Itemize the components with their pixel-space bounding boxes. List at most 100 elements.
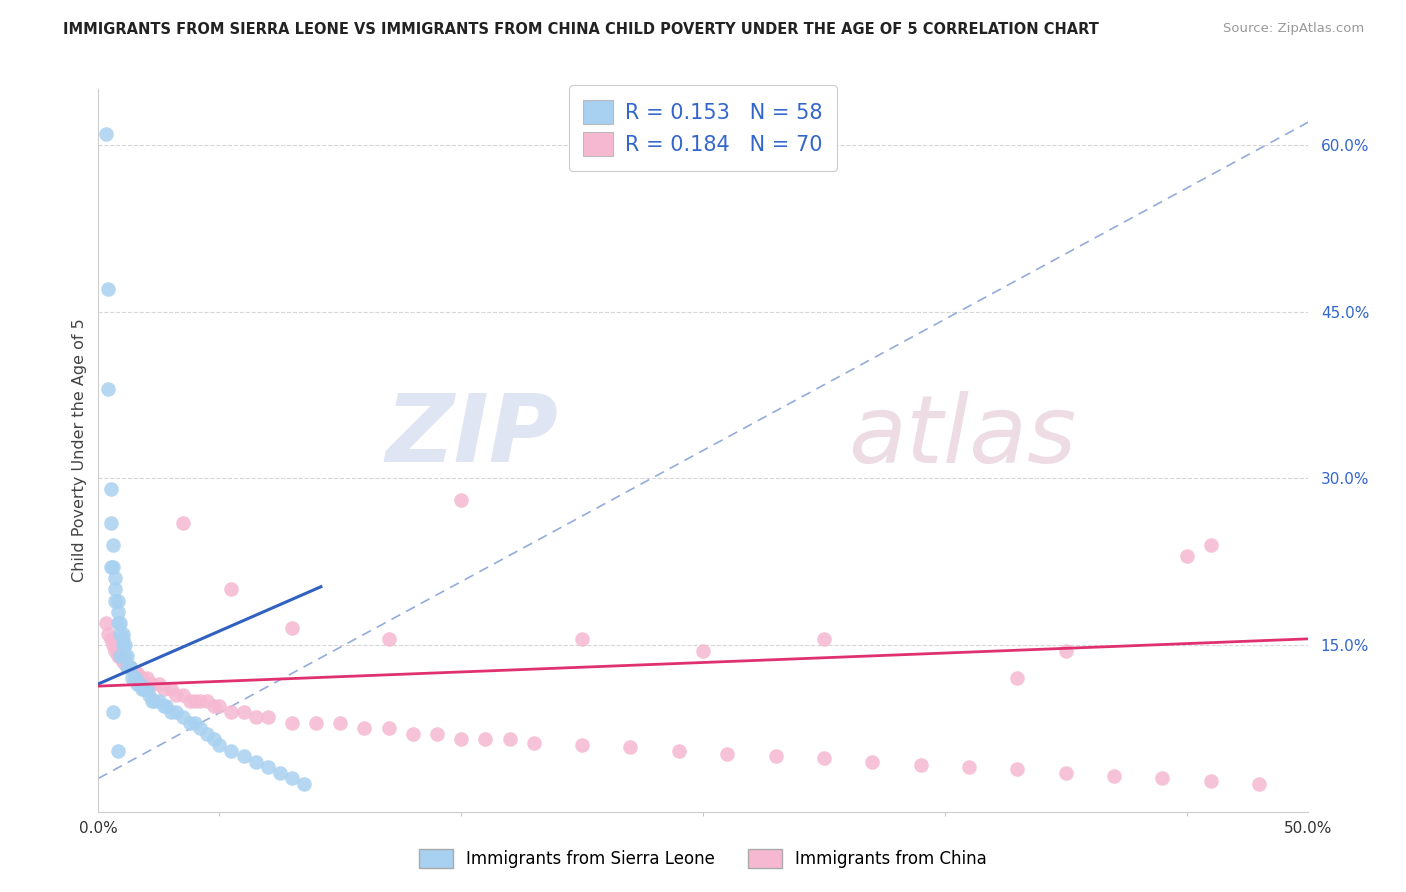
Point <box>117 660 139 674</box>
Point <box>184 715 207 730</box>
Point <box>498 732 520 747</box>
Point <box>160 682 183 697</box>
Point <box>184 693 207 707</box>
Point <box>292 777 315 791</box>
Point <box>450 732 472 747</box>
Point <box>474 732 496 747</box>
Point <box>619 740 641 755</box>
Point <box>1199 773 1222 788</box>
Point <box>124 665 146 680</box>
Point <box>692 643 714 657</box>
Point <box>100 632 122 647</box>
Point <box>101 538 124 552</box>
Point <box>188 693 211 707</box>
Point <box>1102 769 1125 783</box>
Point <box>114 638 136 652</box>
Point <box>204 699 226 714</box>
Point <box>111 638 134 652</box>
Point <box>114 649 136 664</box>
Point <box>104 593 127 607</box>
Point <box>107 593 129 607</box>
Point <box>269 765 291 780</box>
Point <box>208 738 231 752</box>
Point <box>172 516 194 530</box>
Text: ZIP: ZIP <box>385 390 558 482</box>
Point <box>118 660 141 674</box>
Point <box>155 699 177 714</box>
Point <box>124 671 146 685</box>
Point <box>104 571 127 585</box>
Point <box>221 705 243 719</box>
Point <box>97 627 120 641</box>
Point <box>131 682 153 697</box>
Point <box>195 693 218 707</box>
Point <box>179 715 201 730</box>
Point <box>232 749 254 764</box>
Point <box>160 705 183 719</box>
Point <box>426 727 449 741</box>
Point <box>141 677 163 691</box>
Point <box>377 722 399 736</box>
Point <box>165 688 187 702</box>
Point <box>135 671 157 685</box>
Point <box>94 615 117 630</box>
Point <box>571 632 593 647</box>
Point <box>100 483 122 497</box>
Point <box>127 677 149 691</box>
Point <box>165 705 187 719</box>
Point <box>148 677 170 691</box>
Point <box>208 699 231 714</box>
Point <box>256 760 278 774</box>
Point <box>104 582 127 597</box>
Point <box>305 715 328 730</box>
Point <box>281 772 304 786</box>
Point <box>571 738 593 752</box>
Point <box>104 643 127 657</box>
Point <box>108 649 131 664</box>
Point <box>179 693 201 707</box>
Point <box>910 758 932 772</box>
Point <box>108 627 131 641</box>
Point <box>118 660 141 674</box>
Point <box>111 632 134 647</box>
Point <box>813 632 835 647</box>
Point <box>101 560 124 574</box>
Point <box>1007 671 1029 685</box>
Point <box>188 722 211 736</box>
Point <box>152 699 174 714</box>
Point <box>281 621 304 635</box>
Point <box>668 743 690 757</box>
Point <box>107 605 129 619</box>
Point <box>1007 763 1029 777</box>
Point <box>107 649 129 664</box>
Point <box>148 693 170 707</box>
Point <box>256 710 278 724</box>
Legend: R = 0.153   N = 58, R = 0.184   N = 70: R = 0.153 N = 58, R = 0.184 N = 70 <box>569 85 837 170</box>
Point <box>523 736 546 750</box>
Point <box>97 282 120 296</box>
Point <box>143 693 166 707</box>
Point <box>127 665 149 680</box>
Point <box>100 560 122 574</box>
Text: IMMIGRANTS FROM SIERRA LEONE VS IMMIGRANTS FROM CHINA CHILD POVERTY UNDER THE AG: IMMIGRANTS FROM SIERRA LEONE VS IMMIGRAN… <box>63 22 1099 37</box>
Point <box>245 755 267 769</box>
Point <box>128 671 150 685</box>
Point <box>124 671 146 685</box>
Point <box>957 760 980 774</box>
Point <box>221 743 243 757</box>
Point <box>281 715 304 730</box>
Text: atlas: atlas <box>848 391 1077 482</box>
Point <box>1175 549 1198 563</box>
Point <box>402 727 425 741</box>
Point <box>107 743 129 757</box>
Point <box>1152 772 1174 786</box>
Point <box>108 649 131 664</box>
Point <box>94 127 117 141</box>
Point <box>111 655 134 669</box>
Point <box>204 732 226 747</box>
Point <box>172 710 194 724</box>
Point <box>353 722 375 736</box>
Point <box>1054 765 1077 780</box>
Point <box>195 727 218 741</box>
Point <box>97 382 120 396</box>
